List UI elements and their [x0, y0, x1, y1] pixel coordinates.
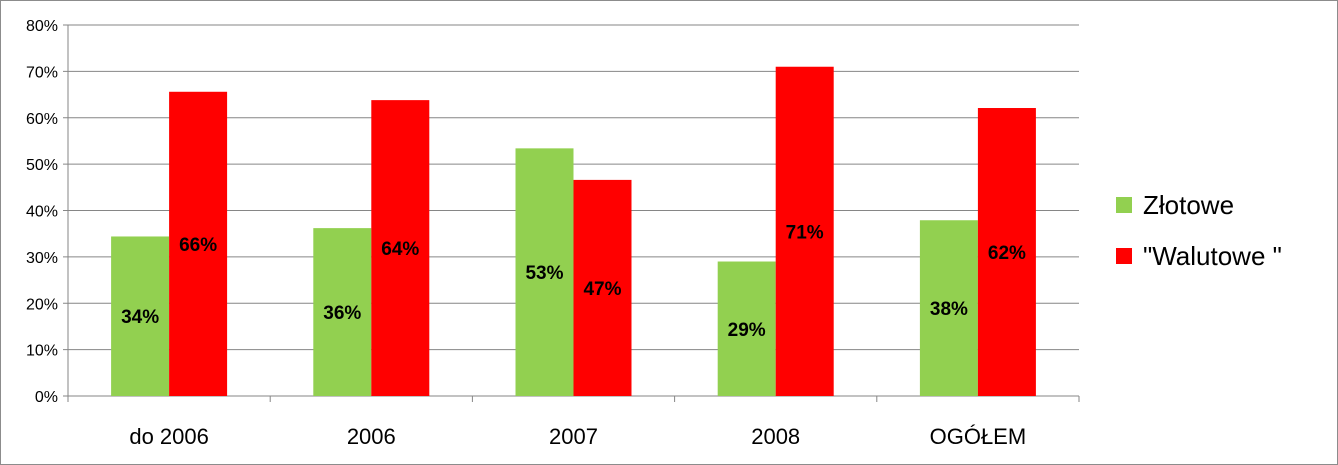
y-tick-label: 70% — [26, 64, 58, 81]
bar-zlotowe — [717, 261, 776, 396]
bar-walutowe — [371, 100, 430, 396]
data-label: 66% — [179, 235, 217, 256]
x-category-label: 2008 — [751, 424, 800, 449]
bar-zlotowe — [919, 220, 978, 396]
legend-label: "Walutowe " — [1143, 241, 1282, 271]
y-tick-label: 80% — [26, 18, 58, 35]
y-tick-label: 10% — [26, 343, 58, 360]
bar-zlotowe — [515, 148, 574, 396]
data-label: 71% — [786, 222, 824, 243]
bar-walutowe — [775, 66, 834, 397]
data-label: 34% — [121, 307, 159, 328]
x-category-label: OGÓŁEM — [930, 424, 1027, 449]
legend-swatch — [1116, 197, 1132, 213]
y-tick-label: 20% — [26, 296, 58, 313]
data-label: 47% — [583, 279, 621, 300]
legend-swatch — [1116, 248, 1132, 264]
x-category-label: do 2006 — [129, 424, 209, 449]
data-label: 29% — [728, 320, 766, 341]
x-category-label: 2006 — [347, 424, 396, 449]
bar-walutowe — [573, 179, 632, 396]
bar-walutowe — [977, 108, 1036, 396]
y-tick-label: 50% — [26, 157, 58, 174]
data-label: 64% — [381, 239, 419, 260]
bar-zlotowe — [111, 236, 170, 396]
bar-zlotowe — [313, 228, 372, 396]
data-label: 36% — [323, 303, 361, 324]
x-category-label: 2007 — [549, 424, 598, 449]
y-tick-label: 40% — [26, 204, 58, 221]
data-label: 53% — [525, 263, 563, 284]
data-label: 62% — [988, 243, 1026, 264]
bar-walutowe — [169, 91, 228, 396]
legend-label: Złotowe — [1143, 190, 1234, 220]
data-label: 38% — [930, 299, 968, 320]
y-tick-label: 0% — [35, 389, 58, 406]
y-tick-label: 60% — [26, 111, 58, 128]
y-tick-label: 30% — [26, 250, 58, 267]
